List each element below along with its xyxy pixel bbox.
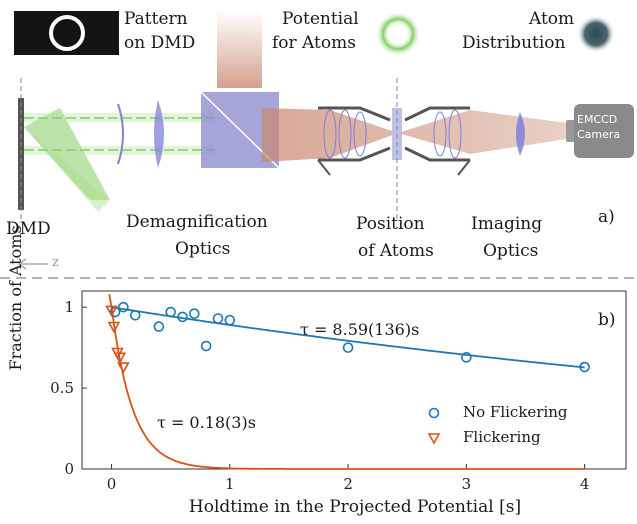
y-axis-label: Fraction of Atoms [6, 225, 25, 371]
data-point-flickering [105, 305, 118, 318]
legend-label-flicker: Flickering [463, 428, 541, 446]
legend-marker-no-flickering [428, 407, 440, 419]
panel-b-label: b) [598, 310, 616, 330]
flicker-fit-annotation: τ = 0.18(3)s [157, 413, 256, 432]
demag-label-2: Optics [175, 239, 231, 259]
red-horizontal-beam [262, 108, 620, 162]
legend-marker-flickering [427, 433, 441, 445]
data-point-no-flickering [109, 306, 121, 318]
emccd-camera [566, 104, 634, 158]
dmd-label: DMD [6, 219, 51, 239]
demag-label-1: Demagnification [126, 212, 268, 232]
position-label-2: of Atoms [358, 241, 434, 261]
red-vertical-beam [217, 10, 262, 88]
position-label-1: Position [356, 214, 425, 234]
dmd-pattern-image [14, 11, 119, 55]
data-point-no-flickering [342, 342, 354, 353]
potential-label-1: Potential [282, 9, 359, 29]
setup-diagram [0, 10, 637, 279]
pattern-label-2: on DMD [124, 33, 196, 53]
data-point-flickering [113, 352, 127, 364]
objective-left [317, 106, 391, 176]
y-tick-label: 0.5 [50, 379, 74, 397]
legend-label-no-flicker: No Flickering [463, 403, 568, 421]
data-point-no-flickering [212, 313, 224, 324]
data-point-no-flickering [153, 321, 165, 332]
atom-distribution-image [577, 15, 615, 53]
data-point-flickering [111, 347, 124, 360]
x-axis-label: Holdtime in the Projected Potential [s] [188, 497, 522, 517]
z-axis-label: z [52, 255, 59, 270]
data-point-no-flickering [129, 309, 141, 321]
data-point-flickering [107, 321, 121, 334]
no-flicker-fit-annotation: τ = 8.59(136)s [300, 320, 420, 339]
atoms-label-2: Distribution [462, 33, 566, 53]
camera-label-2: Camera [577, 128, 621, 141]
data-point-no-flickering [579, 361, 590, 373]
x-tick-label: 3 [462, 475, 472, 493]
data-point-no-flickering [165, 306, 176, 318]
potential-ring-image [374, 10, 422, 58]
x-tick-label: 2 [343, 475, 353, 493]
camera-label-1: EMCCD [577, 113, 618, 126]
data-point-no-flickering [118, 301, 129, 313]
demag-lens-1 [117, 103, 124, 165]
green-beam [24, 108, 215, 212]
x-tick-label: 4 [580, 475, 590, 493]
x-tick-label: 1 [225, 475, 235, 493]
imaging-lens [516, 112, 525, 156]
panel-a-label: a) [598, 207, 615, 227]
data-point-flickering [117, 362, 130, 374]
demag-lens-2 [154, 100, 164, 168]
objective-right [404, 106, 471, 176]
y-tick-label: 0 [64, 460, 74, 478]
pattern-label-1: Pattern [124, 9, 188, 29]
data-point-no-flickering [461, 352, 472, 363]
data-point-no-flickering [189, 308, 200, 319]
imaging-label-2: Optics [483, 241, 539, 261]
data-point-no-flickering [224, 314, 236, 326]
data-point-no-flickering [200, 340, 212, 352]
plot-frame [81, 290, 627, 470]
potential-label-2: for Atoms [272, 33, 356, 53]
atoms-label-1: Atom [529, 9, 575, 29]
imaging-label-1: Imaging [471, 214, 543, 234]
data-point-no-flickering [177, 311, 188, 323]
y-tick-label: 1 [64, 298, 74, 316]
x-tick-label: 0 [107, 475, 117, 493]
